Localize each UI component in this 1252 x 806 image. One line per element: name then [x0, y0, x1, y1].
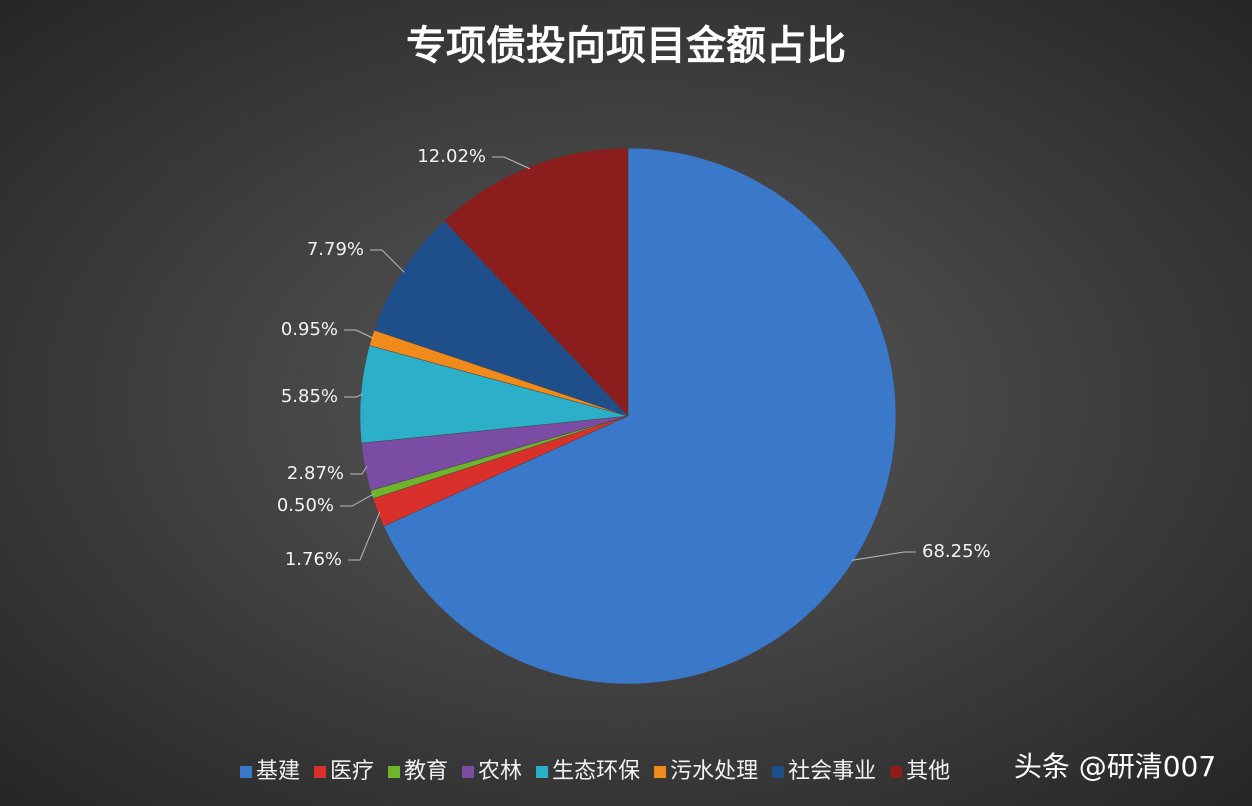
legend-swatch [314, 766, 327, 778]
data-label: 12.02% [417, 146, 486, 167]
data-label: 2.87% [287, 463, 344, 484]
leader-line [492, 156, 531, 170]
legend-swatch [654, 766, 667, 778]
pie-slice [443, 147, 629, 417]
legend-label: 教育 [404, 759, 448, 784]
data-label: 0.50% [277, 495, 334, 516]
leader-line [340, 493, 374, 507]
legend-label: 医疗 [330, 759, 374, 784]
leader-line [370, 249, 405, 273]
legend-label: 污水处理 [670, 759, 758, 784]
legend-swatch [890, 766, 903, 778]
chart-title: 专项债投向项目金额占比 [406, 23, 846, 69]
legend-label: 生态环保 [552, 759, 640, 784]
data-label: 0.95% [281, 319, 338, 340]
leader-line [344, 393, 364, 398]
leader-line [344, 329, 374, 339]
data-label: 1.76% [285, 549, 342, 570]
data-label: 7.79% [307, 239, 364, 260]
legend-label: 基建 [256, 759, 300, 784]
legend-swatch [772, 766, 785, 778]
legend-swatch [388, 766, 401, 778]
leader-line [348, 511, 381, 561]
data-label: 68.25% [922, 541, 991, 562]
legend-swatch [536, 766, 549, 778]
legend-label: 其他 [906, 759, 950, 784]
leader-line [851, 551, 916, 561]
leader-line [350, 466, 368, 475]
legend-swatch [462, 766, 475, 778]
data-label: 5.85% [281, 386, 338, 407]
pie-slice [383, 147, 897, 685]
watermark: 头条 @研清007 [1014, 750, 1216, 783]
legend-label: 社会事业 [788, 759, 876, 784]
legend-swatch [240, 766, 252, 778]
legend-label: 农林 [478, 759, 522, 784]
